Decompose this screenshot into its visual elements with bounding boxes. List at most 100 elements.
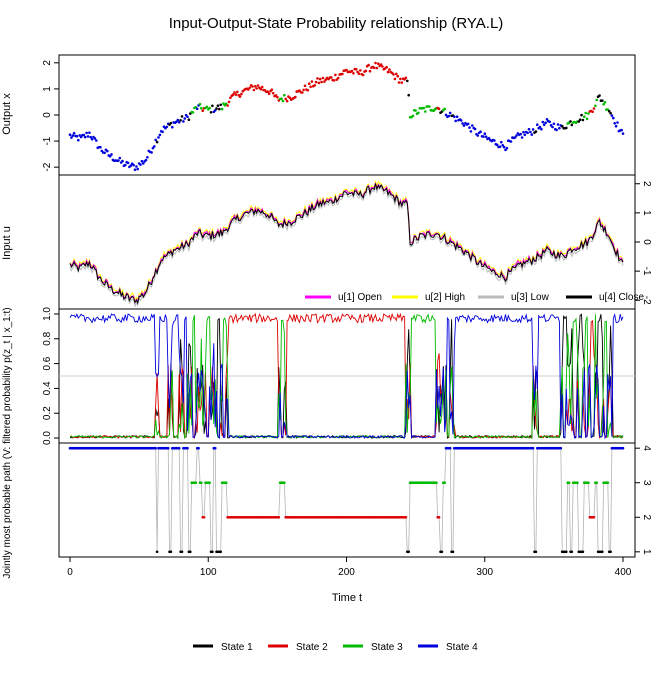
input-panel: -2 -1 0 1 2 u[1] Open u[2] High u[3] Low u[4] Cl… bbox=[58, 174, 652, 310]
path-point bbox=[208, 481, 211, 485]
output-point bbox=[422, 106, 426, 110]
output-point bbox=[444, 113, 448, 117]
output-point bbox=[93, 137, 97, 140]
y-tick-label: 0 bbox=[641, 239, 652, 245]
state-legend-label: State 1 bbox=[221, 642, 253, 653]
output-point bbox=[110, 153, 113, 156]
output-point bbox=[285, 99, 289, 103]
y-tick-label: 0.0 bbox=[42, 431, 53, 445]
output-point bbox=[281, 99, 285, 103]
path-point bbox=[407, 550, 411, 554]
output-point bbox=[368, 69, 372, 73]
output-point bbox=[77, 138, 80, 142]
output-point bbox=[581, 118, 585, 122]
output-point bbox=[150, 151, 153, 154]
probability-line-state-4 bbox=[69, 313, 624, 440]
y-tick-label: 3 bbox=[641, 480, 652, 486]
output-point bbox=[121, 159, 124, 163]
output-point bbox=[220, 107, 224, 111]
output-point bbox=[118, 156, 122, 160]
output-point bbox=[260, 85, 264, 89]
path-point bbox=[189, 550, 192, 554]
path-point bbox=[443, 481, 447, 485]
output-point bbox=[598, 94, 601, 97]
output-point bbox=[251, 85, 254, 88]
output-point bbox=[306, 89, 310, 92]
output-point bbox=[336, 76, 340, 80]
output-point bbox=[233, 91, 236, 94]
output-point bbox=[620, 128, 623, 132]
output-point bbox=[367, 63, 370, 67]
output-point bbox=[495, 143, 499, 147]
output-point bbox=[616, 121, 619, 124]
x-tick-label: 100 bbox=[200, 567, 217, 578]
output-point bbox=[447, 114, 451, 118]
output-point bbox=[556, 123, 560, 126]
output-point bbox=[454, 119, 458, 123]
output-point bbox=[580, 113, 583, 117]
output-point bbox=[393, 77, 397, 81]
path-point bbox=[531, 446, 535, 450]
y-tick-label: 2 bbox=[641, 514, 652, 520]
output-point bbox=[614, 124, 618, 128]
output-point bbox=[88, 131, 91, 134]
output-point bbox=[345, 68, 348, 72]
output-point bbox=[142, 162, 145, 165]
output-point bbox=[479, 130, 482, 133]
input-line-low bbox=[69, 184, 624, 308]
output-y-label: Output x bbox=[1, 93, 13, 135]
output-point bbox=[334, 73, 337, 77]
output-point bbox=[216, 104, 220, 107]
output-point bbox=[414, 109, 417, 112]
output-point bbox=[536, 123, 539, 126]
output-point bbox=[133, 168, 137, 171]
output-point bbox=[215, 107, 218, 110]
output-point bbox=[341, 72, 344, 76]
output-point bbox=[126, 161, 130, 165]
output-point bbox=[177, 121, 181, 124]
output-point bbox=[523, 133, 527, 137]
output-point bbox=[284, 97, 288, 101]
y-tick-label: 1 bbox=[641, 549, 652, 555]
output-point bbox=[83, 135, 87, 139]
y-tick-label: 0.8 bbox=[42, 331, 53, 345]
output-point bbox=[310, 80, 314, 83]
output-point bbox=[165, 125, 169, 129]
output-point bbox=[227, 100, 231, 104]
output-point bbox=[471, 124, 474, 127]
output-point bbox=[106, 149, 109, 153]
output-point bbox=[226, 104, 229, 107]
output-point bbox=[132, 163, 135, 167]
path-point bbox=[200, 481, 203, 485]
output-point bbox=[303, 84, 307, 88]
path-point bbox=[202, 516, 206, 519]
output-point bbox=[594, 104, 597, 108]
path-point bbox=[576, 481, 579, 485]
output-point bbox=[424, 110, 427, 113]
output-point bbox=[548, 120, 551, 124]
output-point bbox=[155, 140, 159, 144]
output-point bbox=[515, 134, 518, 137]
output-point bbox=[186, 115, 189, 119]
path-point bbox=[448, 446, 452, 450]
output-point bbox=[234, 93, 238, 96]
output-point bbox=[459, 119, 463, 122]
path-point bbox=[621, 446, 625, 450]
output-point bbox=[321, 76, 325, 80]
output-point bbox=[538, 125, 542, 129]
output-point bbox=[461, 122, 464, 125]
path-point bbox=[592, 516, 596, 519]
output-point bbox=[209, 111, 213, 114]
output-point bbox=[374, 61, 377, 65]
output-point bbox=[612, 116, 615, 120]
output-point bbox=[502, 145, 506, 149]
output-point bbox=[108, 155, 112, 158]
output-point bbox=[544, 121, 547, 124]
output-point bbox=[191, 111, 195, 114]
output-point bbox=[71, 134, 75, 137]
output-point bbox=[357, 72, 361, 75]
output-point bbox=[317, 81, 321, 85]
output-point bbox=[238, 95, 242, 98]
output-point bbox=[350, 69, 354, 73]
output-point bbox=[609, 111, 612, 115]
